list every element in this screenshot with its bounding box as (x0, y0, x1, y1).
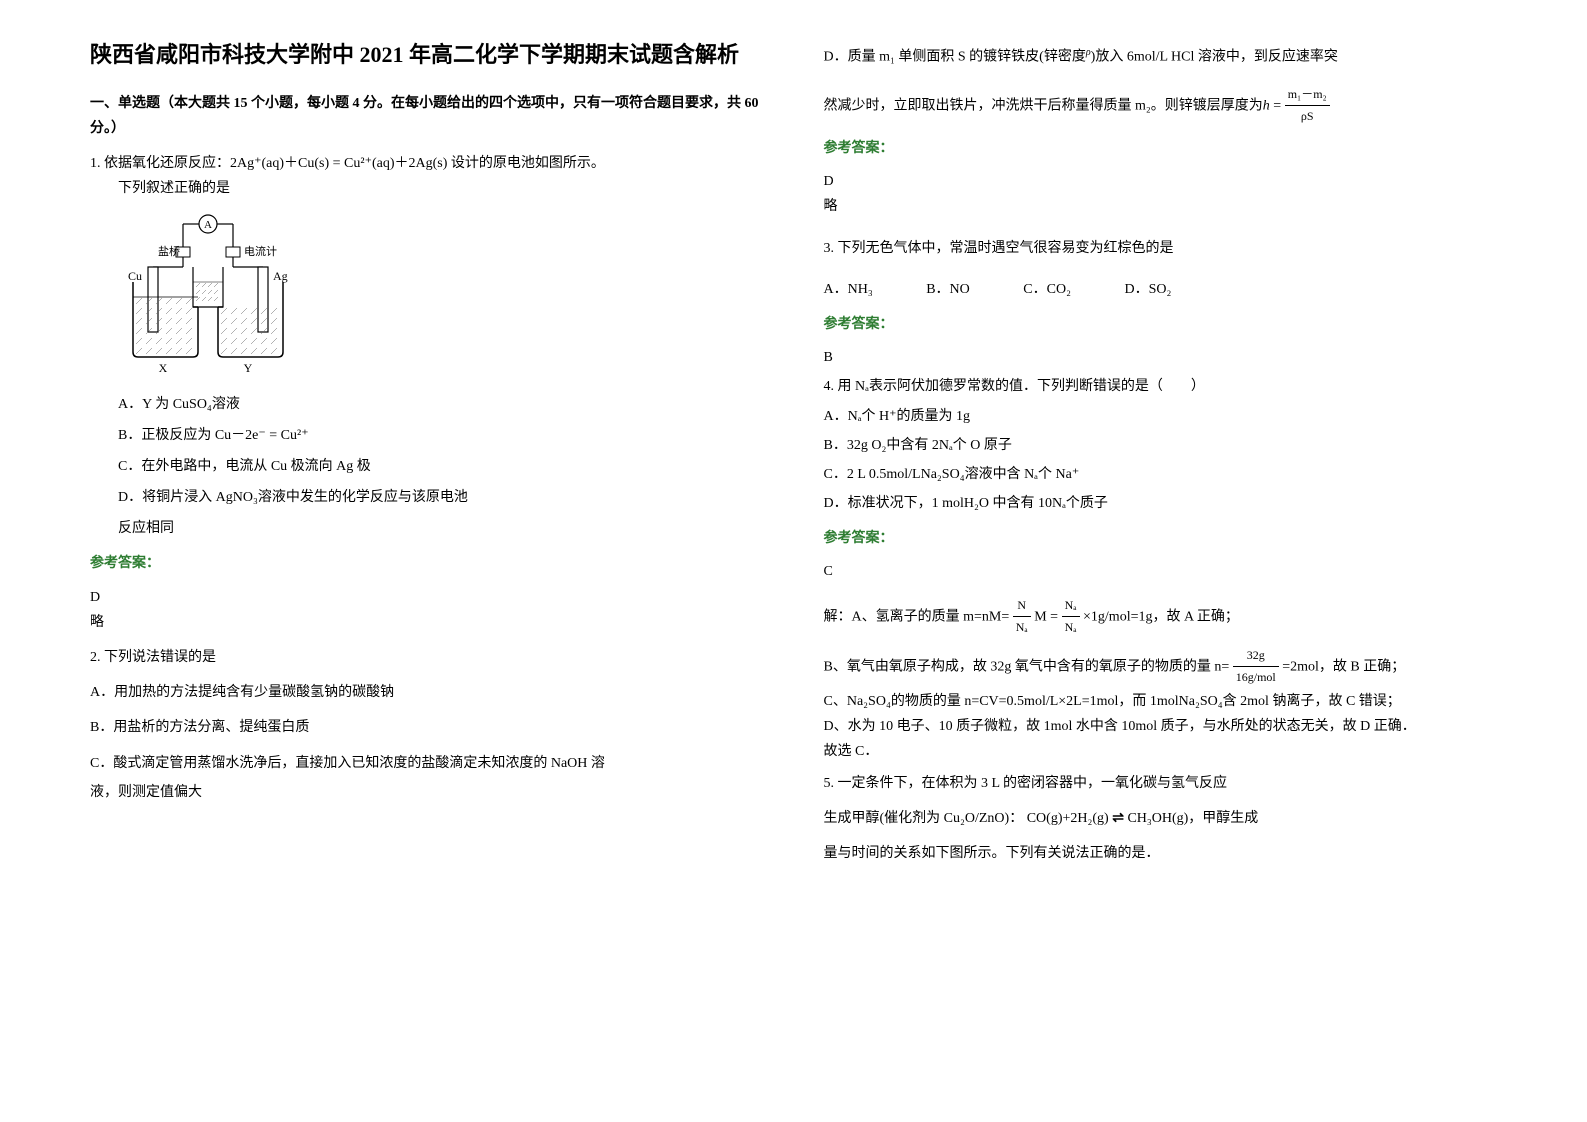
q3-option-b: B．NO (926, 277, 970, 302)
q3-stem: 3. 下列无色气体中，常温时遇空气很容易变为红棕色的是 (824, 236, 1498, 261)
q4-conclusion: 故选 C． (824, 739, 1498, 764)
q4-answer-label: 参考答案： (824, 526, 1498, 551)
q2-option-c: C．酸式滴定管用蒸馏水洗净后，直接加入已知浓度的盐酸滴定未知浓度的 NaOH 溶 (90, 751, 764, 776)
question-1: 1. 依据氧化还原反应：2Ag⁺(aq)＋Cu(s) = Cu²⁺(aq)＋2A… (90, 151, 764, 541)
question-2: 2. 下列说法错误的是 A．用加热的方法提纯含有少量碳酸氢钠的碳酸钠 B．用盐析… (90, 645, 764, 805)
diagram-label-X: X (159, 361, 168, 375)
q1-stem: 1. 依据氧化还原反应：2Ag⁺(aq)＋Cu(s) = Cu²⁺(aq)＋2A… (90, 151, 764, 176)
frac-num: m₁－m₂ (1285, 84, 1330, 107)
q4-option-c: C．2 L 0.5mol/LNa₂SO₄溶液中含 Nₐ个 Na⁺ (824, 462, 1498, 487)
q5-line2-prefix: 生成甲醇(催化剂为 Cu₂O/ZnO)： CO(g)+2H₂(g) (824, 811, 1113, 826)
diagram-label-Ag: Ag (273, 269, 288, 283)
q4-expl-frac1: N Nₐ (1013, 595, 1031, 639)
frac-num: 32g (1233, 645, 1279, 668)
q2-optd-h: h (1263, 98, 1270, 113)
q4-explanation-a: 解：A、氢离子的质量 m=nM= N Nₐ M = Nₐ Nₐ ×1g/mol=… (824, 595, 1498, 639)
q2-optd-mid: )放入 6mol/L HCl 溶液中，到反应速率突 (1091, 50, 1338, 65)
diagram-label-saltbridge: 盐桥 (158, 245, 180, 258)
q1-diagram: A 盐桥 电流计 Cu Ag (118, 212, 764, 382)
q4-explB-suffix: =2mol，故 B 正确； (1282, 659, 1405, 674)
q3-option-d: D．SO₂ (1124, 277, 1171, 302)
section-header: 一、单选题（本大题共 15 个小题，每小题 4 分。在每小题给出的四个选项中，只… (90, 91, 764, 141)
q1-answer: D (90, 585, 764, 610)
q5-line2: 生成甲醇(催化剂为 Cu₂O/ZnO)： CO(g)+2H₂(g) ⇌ CH₃O… (824, 806, 1498, 831)
q4-option-b: B．32g O₂中含有 2Nₐ个 O 原子 (824, 433, 1498, 458)
question-3: 3. 下列无色气体中，常温时遇空气很容易变为红棕色的是 A．NH₃ B．NO C… (824, 236, 1498, 302)
q1-option-a: A．Y 为 CuSO₄溶液 (118, 392, 764, 417)
q5-stem: 5. 一定条件下，在体积为 3 L 的密闭容器中，一氧化碳与氢气反应 (824, 771, 1498, 796)
q4-explanation-d: D、水为 10 电子、10 质子微粒，故 1mol 水中含 10mol 质子，与… (824, 714, 1498, 739)
q3-answer-label: 参考答案： (824, 312, 1498, 337)
q2-note: 略 (824, 194, 1498, 219)
q2-stem: 2. 下列说法错误的是 (90, 645, 764, 670)
q5-line3: 量与时间的关系如下图所示。下列有关说法正确的是． (824, 841, 1498, 866)
q4-stem: 4. 用 Nₐ表示阿伏加德罗常数的值．下列判断错误的是（ ） (824, 374, 1498, 399)
q1-option-d: D．将铜片浸入 AgNO₃溶液中发生的化学反应与该原电池 (118, 485, 764, 510)
q4-option-d: D．标准状况下，1 molH₂O 中含有 10Nₐ个质子 (824, 491, 1498, 516)
diagram-label-Cu: Cu (128, 269, 142, 283)
q4-expl-frac2: Nₐ Nₐ (1062, 595, 1080, 639)
q2-optd-eq: = (1270, 98, 1285, 113)
q4-explB-frac: 32g 16g/mol (1233, 645, 1279, 689)
diagram-label-A: A (204, 219, 212, 231)
q4-explB-prefix: B、氧气由氧原子构成，故 32g 氧气中含有的氧原子的物质的量 n= (824, 659, 1230, 674)
q1-option-d-cont: 反应相同 (118, 516, 764, 541)
q3-options: A．NH₃ B．NO C．CO₂ D．SO₂ (824, 277, 1498, 302)
q2-optd-fraction: m₁－m₂ ρS (1285, 84, 1330, 128)
q2-option-c-cont: 液，则测定值偏大 (90, 780, 764, 805)
q2-option-b: B．用盐析的方法分离、提纯蛋白质 (90, 715, 764, 740)
q1-note: 略 (90, 610, 764, 635)
q2-answer-label: 参考答案： (824, 136, 1498, 161)
frac-den: 16g/mol (1233, 667, 1279, 689)
q5-arrow: ⇌ (1112, 811, 1124, 826)
q1-option-c: C．在外电路中，电流从 Cu 极流向 Ag 极 (118, 454, 764, 479)
q4-explanation-c: C、Na₂SO₄的物质的量 n=CV=0.5mol/L×2L=1mol，而 1m… (824, 689, 1498, 714)
frac-den: Nₐ (1062, 617, 1080, 639)
q2-optd-prefix: D．质量 m₁ 单侧面积 S 的镀锌铁皮(锌密度 (824, 50, 1086, 65)
q3-option-c: C．CO₂ (1023, 277, 1071, 302)
q4-answer: C (824, 559, 1498, 584)
frac-den: ρS (1285, 106, 1330, 128)
q2-option-d: D．质量 m₁ 单侧面积 S 的镀锌铁皮(锌密度ρ)放入 6mol/L HCl … (824, 44, 1498, 70)
q1-sub: 下列叙述正确的是 (90, 176, 764, 201)
q4-explanation-b: B、氧气由氧原子构成，故 32g 氧气中含有的氧原子的物质的量 n= 32g 1… (824, 645, 1498, 689)
q1-option-b: B．正极反应为 Cu－2e⁻ = Cu²⁺ (118, 423, 764, 448)
q2-option-d-line2: 然减少时，立即取出铁片，冲洗烘干后称量得质量 m₂。则锌镀层厚度为h = m₁－… (824, 84, 1498, 128)
frac-num: Nₐ (1062, 595, 1080, 618)
q2-answer: D (824, 169, 1498, 194)
frac-num: N (1013, 595, 1031, 618)
q2-option-a: A．用加热的方法提纯含有少量碳酸氢钠的碳酸钠 (90, 680, 764, 705)
q4-expl-suffix: ×1g/mol=1g，故 A 正确； (1083, 609, 1239, 624)
diagram-label-ammeter: 电流计 (244, 244, 277, 258)
diagram-label-Y: Y (244, 361, 253, 375)
q4-expl-prefix: 解：A、氢离子的质量 m=nM= (824, 609, 1010, 624)
q3-answer: B (824, 345, 1498, 370)
q4-expl-eq: = (1050, 609, 1058, 624)
q1-answer-label: 参考答案： (90, 551, 764, 576)
question-4: 4. 用 Nₐ表示阿伏加德罗常数的值．下列判断错误的是（ ） A．Nₐ个 H⁺的… (824, 374, 1498, 516)
question-5: 5. 一定条件下，在体积为 3 L 的密闭容器中，一氧化碳与氢气反应 生成甲醇(… (824, 771, 1498, 867)
q3-option-a: A．NH₃ (824, 277, 873, 302)
frac-den: Nₐ (1013, 617, 1031, 639)
q2-optd-line2a: 然减少时，立即取出铁片，冲洗烘干后称量得质量 m₂。则锌镀层厚度为 (824, 98, 1263, 113)
q4-option-a: A．Nₐ个 H⁺的质量为 1g (824, 404, 1498, 429)
document-title: 陕西省咸阳市科技大学附中 2021 年高二化学下学期期末试题含解析 (90, 40, 764, 71)
q4-expl-M: M (1034, 609, 1046, 624)
q5-line2-suffix: CH₃OH(g)，甲醇生成 (1124, 811, 1258, 826)
